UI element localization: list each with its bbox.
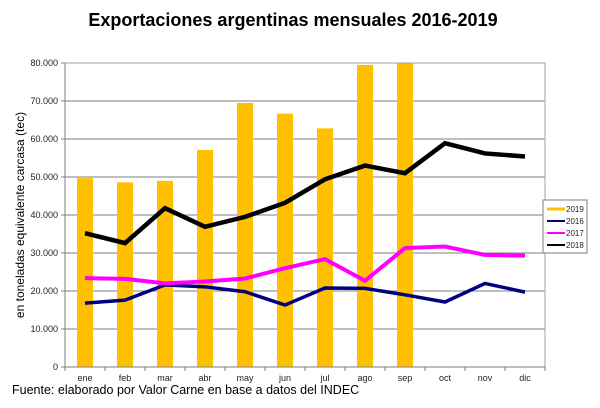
y-tick-label: 0 bbox=[53, 362, 58, 372]
x-tick-labels: ene feb mar abr may jun jul ago sep oct nov dic bbox=[77, 373, 531, 383]
bar-2019-feb bbox=[117, 182, 133, 367]
x-tick-label: ene bbox=[77, 373, 92, 383]
bar-2019-ago bbox=[357, 64, 373, 368]
bar-2019-sep bbox=[397, 63, 413, 367]
bar-2019-ene bbox=[77, 178, 93, 367]
axes bbox=[61, 62, 546, 371]
x-tick-label: oct bbox=[439, 373, 452, 383]
x-tick-label: mar bbox=[157, 373, 173, 383]
bar-2019-jun bbox=[277, 113, 293, 367]
bar-2019-may bbox=[237, 102, 253, 368]
y-tick-label: 60.000 bbox=[30, 134, 58, 144]
y-axis-label: en toneladas equivalente carcasa (tec) bbox=[13, 112, 27, 318]
legend-label-2018: 2018 bbox=[566, 241, 584, 250]
legend-label-2016: 2016 bbox=[566, 217, 584, 226]
line-2017 bbox=[84, 244, 526, 286]
source-note: Fuente: elaborado por Valor Carne en bas… bbox=[12, 383, 360, 397]
x-tick-label: feb bbox=[119, 373, 132, 383]
bar-2019-abr bbox=[197, 150, 213, 367]
line-2018 bbox=[84, 140, 526, 246]
y-tick-label: 40.000 bbox=[30, 210, 58, 220]
y-tick-label: 20.000 bbox=[30, 286, 58, 296]
y-tick-labels: 0 10.000 20.000 30.000 40.000 50.000 60.000 70.… bbox=[30, 58, 58, 372]
chart-title: Exportaciones argentinas mensuales 2016-… bbox=[88, 10, 497, 30]
legend: 2019 2016 2017 2018 bbox=[542, 199, 588, 254]
line-2016 bbox=[84, 281, 526, 307]
legend-label-2019: 2019 bbox=[566, 205, 584, 214]
bar-2019-mar bbox=[157, 180, 173, 367]
y-tick-label: 50.000 bbox=[30, 172, 58, 182]
x-tick-label: jun bbox=[278, 373, 291, 383]
y-tick-label: 70.000 bbox=[30, 96, 58, 106]
x-tick-label: dic bbox=[519, 373, 531, 383]
y-tick-label: 10.000 bbox=[30, 324, 58, 334]
bar-2019-jul bbox=[317, 128, 333, 367]
x-tick-label: ago bbox=[357, 373, 372, 383]
y-tick-label: 30.000 bbox=[30, 248, 58, 258]
x-tick-label: may bbox=[236, 373, 254, 383]
x-tick-label: jul bbox=[319, 373, 329, 383]
legend-label-2017: 2017 bbox=[566, 229, 584, 238]
x-tick-label: abr bbox=[198, 373, 211, 383]
x-tick-label: nov bbox=[478, 373, 493, 383]
x-tick-label: sep bbox=[398, 373, 413, 383]
line-series bbox=[84, 140, 526, 307]
y-tick-label: 80.000 bbox=[30, 58, 58, 68]
